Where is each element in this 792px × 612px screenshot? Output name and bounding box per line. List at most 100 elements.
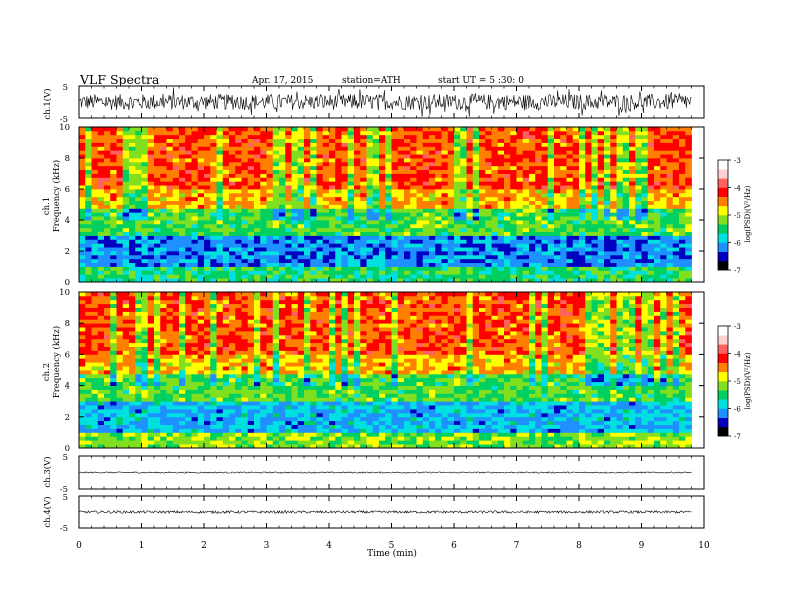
spectrogram-cell: [135, 223, 142, 229]
spectrogram-cell: [91, 251, 99, 256]
spectrogram-cell: [85, 274, 92, 279]
spectrogram-cell: [254, 266, 261, 271]
spectrogram-cell: [191, 436, 199, 441]
spectrogram-cell: [135, 204, 142, 209]
spectrogram-cell: [391, 262, 399, 267]
spectrogram-cell: [104, 243, 111, 248]
spectrogram-cell: [272, 130, 280, 136]
spectrogram-cell: [429, 212, 436, 217]
spectrogram-cell: [441, 134, 449, 140]
spectrogram-cell: [135, 444, 142, 449]
spectrogram-cell: [279, 235, 286, 240]
spectrogram-cell: [616, 173, 624, 178]
spectrogram-cell: [154, 130, 161, 136]
spectrogram-cell: [454, 258, 461, 264]
spectrogram-cell: [372, 127, 380, 132]
spectrogram-cell: [554, 204, 561, 209]
spectrogram-cell: [241, 274, 249, 279]
spectrogram-cell: [372, 165, 380, 171]
spectrogram-cell: [329, 220, 336, 225]
spectrogram-cell: [310, 216, 317, 221]
spectrogram-cell: [172, 307, 180, 312]
spectrogram-cell: [372, 134, 380, 140]
spectrogram-cell: [85, 319, 92, 324]
spectrogram-cell: [416, 200, 424, 205]
spectrogram-cell: [541, 177, 549, 182]
spectrogram-cell: [154, 323, 161, 328]
spectrogram-cell: [497, 235, 505, 240]
spectrogram-cell: [204, 295, 211, 301]
spectrogram-cell: [91, 138, 99, 143]
spectrogram-cell: [391, 192, 399, 198]
ch1-colorbar: -3-4-5-6-7: [717, 157, 741, 275]
spectrogram-cell: [391, 177, 399, 182]
spectrogram-cell: [585, 278, 592, 283]
spectrogram-cell: [279, 161, 286, 167]
spectrogram-cell: [354, 189, 361, 194]
spectrogram-cell: [366, 177, 374, 182]
spectrogram-cell: [397, 223, 405, 229]
spectrogram-cell: [210, 420, 217, 425]
spectrogram-cell: [247, 158, 255, 163]
spectrogram-cell: [179, 204, 186, 209]
spectrogram-cell: [535, 146, 542, 151]
spectrogram-cell: [654, 227, 661, 233]
spectrogram-cell: [397, 243, 405, 248]
spectrogram-cell: [522, 254, 530, 260]
spectrogram-cell: [579, 142, 586, 147]
spectrogram-cell: [510, 208, 517, 213]
spectrogram-cell: [554, 208, 561, 213]
spectrogram-cell: [122, 227, 130, 233]
spectrogram-cell: [435, 220, 442, 225]
spectrogram-cell: [235, 146, 242, 151]
spectrogram-cell: [379, 270, 386, 275]
frequency-tick-label: 8: [65, 154, 70, 164]
spectrogram-cell: [141, 377, 149, 383]
spectrogram-cell: [160, 381, 167, 386]
spectrogram-cell: [197, 192, 205, 198]
spectrogram-cell: [566, 192, 574, 198]
spectrogram-cell: [416, 204, 424, 209]
spectrogram-cell: [541, 192, 549, 198]
spectrogram-cell: [266, 189, 274, 194]
spectrogram-cell: [135, 274, 142, 279]
spectrogram-cell: [110, 243, 117, 248]
spectrogram-cell: [622, 200, 630, 205]
spectrogram-cell: [429, 130, 436, 136]
spectrogram-cell: [591, 200, 599, 205]
spectrogram-cell: [191, 292, 199, 297]
spectrogram-cell: [154, 303, 161, 308]
spectrogram-cell: [660, 177, 667, 182]
spectrogram-cell: [297, 270, 305, 275]
spectrogram-cell: [654, 177, 661, 182]
colorbar-swatch: [718, 216, 728, 219]
spectrogram-cell: [410, 138, 417, 143]
spectrogram-cell: [597, 154, 605, 159]
spectrogram-cell: [404, 216, 411, 221]
spectrogram-cell: [379, 220, 386, 225]
spectrogram-cell: [229, 274, 236, 279]
spectrogram-cell: [429, 173, 436, 178]
spectrogram-cell: [160, 436, 167, 441]
spectrogram-cell: [316, 258, 324, 264]
spectrogram-cell: [316, 262, 324, 267]
spectrogram-cell: [291, 223, 299, 229]
spectrogram-cell: [291, 138, 299, 143]
spectrogram-cell: [616, 212, 624, 217]
spectrogram-cell: [129, 173, 136, 178]
spectrogram-cell: [516, 154, 524, 159]
spectrogram-cell: [510, 158, 517, 163]
spectrogram-cell: [679, 258, 686, 264]
spectrogram-cell: [341, 185, 349, 190]
spectrogram-cell: [129, 311, 136, 316]
spectrogram-cell: [672, 243, 680, 248]
spectrogram-cell: [454, 274, 461, 279]
spectrogram-cell: [191, 338, 199, 344]
spectrogram-cell: [316, 243, 324, 248]
spectrogram-cell: [210, 428, 217, 433]
spectrogram-cell: [566, 216, 574, 221]
spectrogram-cell: [85, 150, 92, 155]
spectrogram-cell: [679, 130, 686, 136]
spectrogram-cell: [391, 220, 399, 225]
spectrogram-cell: [397, 196, 405, 202]
